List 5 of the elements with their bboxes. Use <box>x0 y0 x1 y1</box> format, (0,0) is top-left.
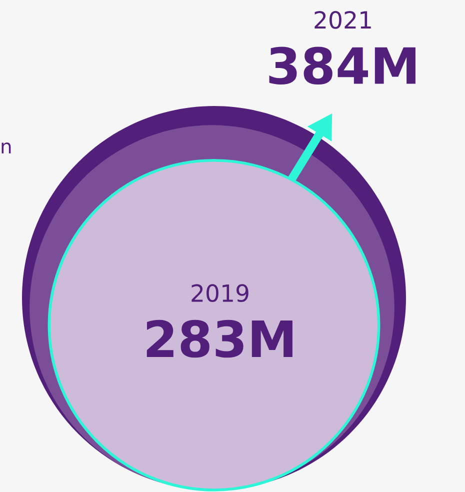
category-label: 2021 <box>314 10 371 29</box>
category-label: 2019 <box>192 284 248 302</box>
data-label: 283M <box>146 320 292 358</box>
data-label: 384M <box>269 46 416 85</box>
text: n <box>2 142 11 154</box>
